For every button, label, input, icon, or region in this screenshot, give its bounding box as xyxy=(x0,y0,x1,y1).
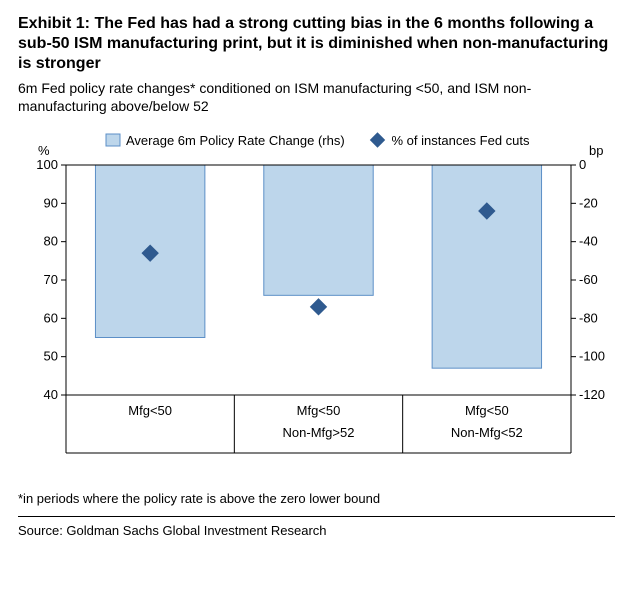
left-axis-title: % xyxy=(38,143,50,158)
legend-label-marker: % of instances Fed cuts xyxy=(392,133,531,148)
category-label: Mfg<50 xyxy=(297,403,341,418)
exhibit-title: Exhibit 1: The Fed has had a strong cutt… xyxy=(18,14,615,74)
ytick-right-label: -40 xyxy=(579,234,598,249)
divider-rule xyxy=(18,516,615,517)
source-line: Source: Goldman Sachs Global Investment … xyxy=(18,523,615,538)
ytick-left-label: 60 xyxy=(44,310,58,325)
legend-label-bar: Average 6m Policy Rate Change (rhs) xyxy=(126,133,345,148)
category-label: Mfg<50 xyxy=(465,403,509,418)
chart-marker xyxy=(311,299,327,315)
category-label: Non-Mfg<52 xyxy=(451,425,523,440)
chart-footnote: *in periods where the policy rate is abo… xyxy=(18,491,615,506)
category-label: Non-Mfg>52 xyxy=(283,425,355,440)
legend-swatch-bar xyxy=(106,134,120,146)
ytick-left-label: 50 xyxy=(44,349,58,364)
chart-bar xyxy=(432,165,541,368)
ytick-right-label: -80 xyxy=(579,310,598,325)
ytick-left-label: 90 xyxy=(44,195,58,210)
exhibit-subtitle: 6m Fed policy rate changes* conditioned … xyxy=(18,80,615,115)
ytick-left-label: 70 xyxy=(44,272,58,287)
ytick-left-label: 100 xyxy=(36,157,58,172)
ytick-left-label: 80 xyxy=(44,234,58,249)
chart-bar xyxy=(264,165,373,295)
ytick-left-label: 40 xyxy=(44,387,58,402)
right-axis-title: bp xyxy=(589,143,603,158)
category-label: Mfg<50 xyxy=(128,403,172,418)
ytick-right-label: -20 xyxy=(579,195,598,210)
legend-swatch-marker xyxy=(371,133,385,147)
ytick-right-label: -60 xyxy=(579,272,598,287)
chart-container: 40 50 60 70 80 90 100 -120 -100 -80 -60 -40 -20 0% bp M… xyxy=(18,125,615,485)
ytick-right-label: -120 xyxy=(579,387,605,402)
ytick-right-label: 0 xyxy=(579,157,586,172)
chart-svg: 40 50 60 70 80 90 100 -120 -100 -80 -60 -40 -20 0% bp M… xyxy=(18,125,615,485)
ytick-right-label: -100 xyxy=(579,349,605,364)
